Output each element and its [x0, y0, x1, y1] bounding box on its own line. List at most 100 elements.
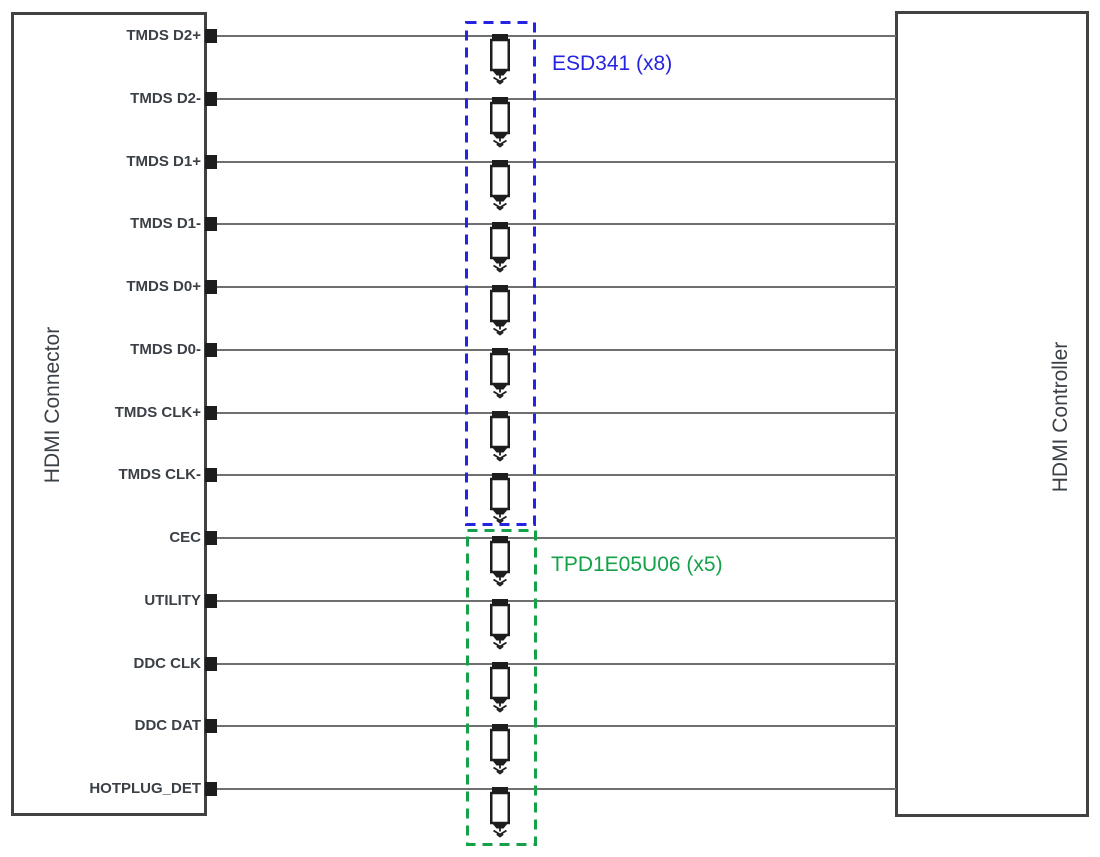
signal-label: TMDS D2+ — [126, 27, 201, 44]
ground-icon — [493, 138, 507, 148]
hdmi-controller-block: HDMI Controller — [895, 11, 1089, 817]
connector-pin — [205, 155, 217, 169]
signal-label: TMDS CLK+ — [114, 404, 201, 421]
esd-protection-device-icon — [490, 222, 510, 273]
connector-pin — [205, 92, 217, 106]
esd-protection-device-icon — [490, 34, 510, 85]
signal-wire — [216, 286, 896, 288]
device-body — [490, 728, 510, 762]
signal-wire — [216, 537, 896, 539]
signal-label: UTILITY — [144, 592, 201, 609]
ground-icon — [493, 201, 507, 211]
device-top-bar — [492, 536, 508, 542]
signal-label: DDC CLK — [133, 655, 202, 672]
signal-label: TMDS CLK- — [118, 466, 202, 483]
esd-protection-device-icon — [490, 536, 510, 587]
device-anode — [492, 384, 508, 390]
device-top-bar — [492, 724, 508, 730]
device-top-bar — [492, 160, 508, 166]
device-anode — [492, 698, 508, 704]
device-body — [490, 164, 510, 198]
esd-protection-device-icon — [490, 473, 510, 524]
device-body — [490, 666, 510, 700]
signal-label: TMDS D0- — [130, 341, 201, 358]
esd-protection-device-icon — [490, 348, 510, 399]
esd-protection-device-icon — [490, 662, 510, 713]
device-anode — [492, 509, 508, 515]
esd341-group-box — [465, 21, 536, 526]
device-anode — [492, 321, 508, 327]
ground-icon — [493, 326, 507, 336]
ground-icon — [493, 577, 507, 587]
esd-protection-device-icon — [490, 724, 510, 775]
signal-label: DDC DAT — [134, 717, 201, 734]
connector-pin — [205, 280, 217, 294]
signal-wire — [216, 349, 896, 351]
device-anode — [492, 70, 508, 76]
esd-protection-device-icon — [490, 411, 510, 462]
signal-label: TMDS D2- — [130, 90, 201, 107]
device-anode — [492, 447, 508, 453]
device-top-bar — [492, 222, 508, 228]
connector-pin — [205, 657, 217, 671]
device-top-bar — [492, 599, 508, 605]
tpd1e05u06-group-label: TPD1E05U06 (x5) — [551, 553, 723, 576]
device-body — [490, 540, 510, 574]
device-body — [490, 352, 510, 386]
device-body — [490, 415, 510, 449]
connector-pin — [205, 531, 217, 545]
ground-icon — [493, 452, 507, 462]
signal-wire — [216, 663, 896, 665]
connector-pin — [205, 217, 217, 231]
signal-wire — [216, 788, 896, 790]
ground-icon — [493, 640, 507, 650]
esd-protection-device-icon — [490, 285, 510, 336]
ground-icon — [493, 75, 507, 85]
signal-label: TMDS D0+ — [126, 278, 201, 295]
esd-protection-device-icon — [490, 160, 510, 211]
device-top-bar — [492, 411, 508, 417]
device-top-bar — [492, 97, 508, 103]
signal-wire — [216, 725, 896, 727]
device-anode — [492, 823, 508, 829]
device-body — [490, 38, 510, 72]
device-top-bar — [492, 662, 508, 668]
device-body — [490, 791, 510, 825]
signal-label: HOTPLUG_DET — [89, 780, 201, 797]
signal-wire — [216, 474, 896, 476]
connector-pin — [205, 406, 217, 420]
ground-icon — [493, 263, 507, 273]
signal-label: CEC — [169, 529, 201, 546]
ground-icon — [493, 514, 507, 524]
device-top-bar — [492, 787, 508, 793]
device-body — [490, 226, 510, 260]
signal-wire — [216, 412, 896, 414]
ground-icon — [493, 828, 507, 838]
ground-icon — [493, 389, 507, 399]
signal-label: TMDS D1- — [130, 215, 201, 232]
device-anode — [492, 133, 508, 139]
ground-icon — [493, 703, 507, 713]
esd-protection-device-icon — [490, 787, 510, 838]
tpd1e05u06-group-box — [466, 529, 537, 846]
hdmi-connector-block: HDMI Connector — [11, 12, 207, 816]
connector-pin — [205, 782, 217, 796]
device-body — [490, 603, 510, 637]
device-anode — [492, 196, 508, 202]
connector-pin — [205, 343, 217, 357]
device-top-bar — [492, 348, 508, 354]
device-top-bar — [492, 473, 508, 479]
signal-wire — [216, 35, 896, 37]
device-top-bar — [492, 285, 508, 291]
device-body — [490, 101, 510, 135]
connector-pin — [205, 594, 217, 608]
signal-label: TMDS D1+ — [126, 153, 201, 170]
device-anode — [492, 635, 508, 641]
connector-pin — [205, 29, 217, 43]
device-body — [490, 477, 510, 511]
device-anode — [492, 760, 508, 766]
device-top-bar — [492, 34, 508, 40]
esd-protection-device-icon — [490, 599, 510, 650]
connector-pin — [205, 719, 217, 733]
